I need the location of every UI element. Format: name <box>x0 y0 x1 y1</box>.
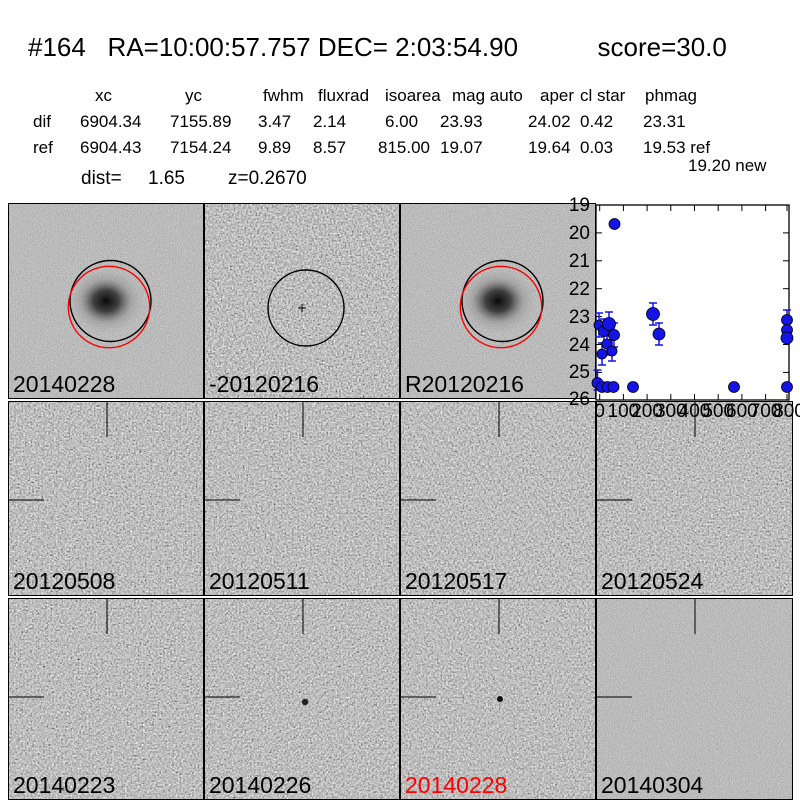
svg-text:21: 21 <box>569 251 590 272</box>
svg-text:19: 19 <box>569 195 590 216</box>
svg-text:24: 24 <box>569 335 591 356</box>
svg-text:800: 800 <box>773 401 800 422</box>
svg-text:0: 0 <box>594 401 605 422</box>
svg-text:23: 23 <box>569 307 590 328</box>
svg-text:25: 25 <box>569 362 590 383</box>
svg-text:26: 26 <box>569 389 590 410</box>
svg-text:22: 22 <box>569 279 590 300</box>
svg-text:20: 20 <box>569 223 590 244</box>
